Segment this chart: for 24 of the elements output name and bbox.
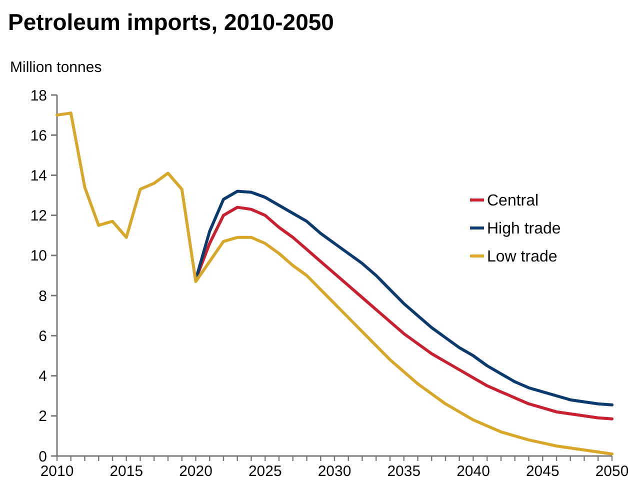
- y-tick-label: 6: [38, 328, 47, 345]
- x-tick-label: 2030: [318, 463, 352, 480]
- y-tick-label: 8: [38, 288, 47, 305]
- x-tick-label: 2045: [526, 463, 560, 480]
- legend-label: Central: [487, 192, 539, 210]
- y-tick-label: 2: [38, 408, 47, 426]
- y-axis-title: Million tonnes: [10, 59, 102, 76]
- y-tick-label: 4: [38, 368, 47, 386]
- x-tick-label: 2035: [387, 463, 421, 480]
- y-tick-label: 14: [30, 167, 47, 184]
- y-tick-label: 16: [30, 127, 47, 144]
- chart-title: Petroleum imports, 2010-2050: [8, 9, 334, 35]
- y-tick-label: 10: [30, 248, 47, 265]
- x-tick-label: 2040: [456, 463, 490, 480]
- y-tick-label: 18: [30, 87, 47, 104]
- x-tick-label: 2020: [179, 463, 212, 480]
- x-tick-label: 2050: [595, 463, 628, 480]
- y-tick-label: 12: [30, 208, 47, 225]
- x-tick-label: 2015: [110, 463, 144, 480]
- y-tick-label: 0: [38, 448, 47, 466]
- legend-label: High trade: [487, 220, 561, 238]
- x-tick-label: 2025: [248, 463, 282, 480]
- legend-label: Low trade: [487, 248, 558, 266]
- x-tick-label: 2010: [40, 463, 74, 480]
